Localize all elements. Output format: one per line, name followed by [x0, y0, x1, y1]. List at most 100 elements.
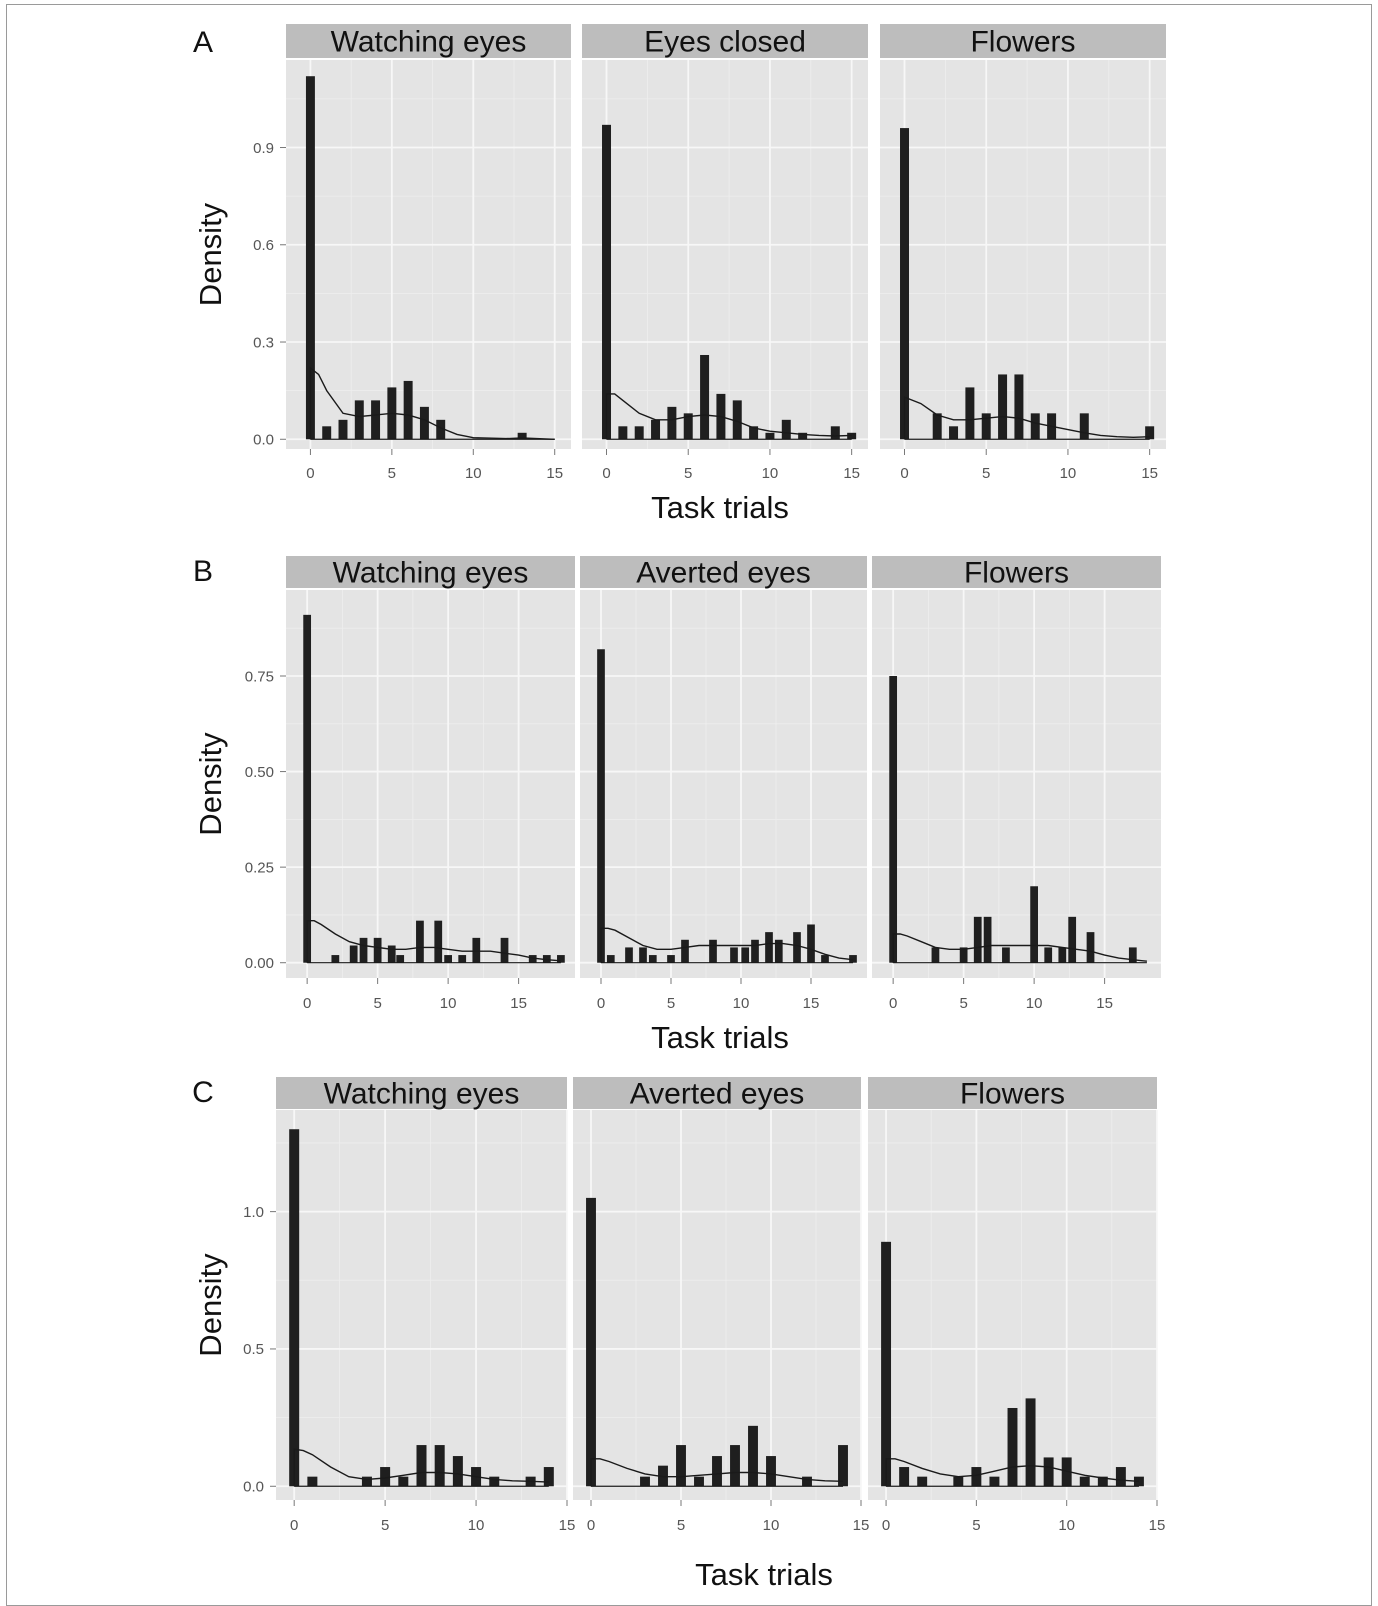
- x-tick-label: 10: [733, 995, 750, 1012]
- histogram-bar: [838, 1445, 848, 1487]
- histogram-bar: [289, 1129, 300, 1487]
- panel-background: [573, 1110, 861, 1500]
- panel-background: [872, 590, 1161, 978]
- histogram-bar: [730, 1445, 740, 1487]
- histogram-bar: [748, 1425, 758, 1487]
- histogram-bar: [349, 945, 358, 963]
- histogram-bar: [749, 426, 759, 440]
- y-axis-title: Density: [193, 202, 228, 306]
- histogram-bar: [932, 413, 942, 440]
- histogram-bar: [380, 1467, 391, 1487]
- histogram-bar: [709, 939, 717, 963]
- row-label: C: [192, 1076, 214, 1109]
- histogram-bar: [434, 1445, 445, 1487]
- x-tick-label: 10: [468, 1517, 485, 1534]
- y-tick-label: 0.3: [253, 334, 274, 351]
- facet-strip-label: Eyes closed: [644, 26, 806, 59]
- histogram-bar: [331, 955, 340, 963]
- density-curve: [903, 396, 1150, 440]
- density-curve: [590, 1458, 844, 1487]
- histogram-bar: [774, 939, 783, 963]
- histogram-bar: [667, 406, 677, 440]
- histogram-bar: [361, 1476, 372, 1487]
- histogram-bar: [965, 387, 975, 440]
- histogram-bar: [683, 413, 693, 440]
- histogram-bar: [625, 947, 633, 963]
- histogram-bar: [597, 649, 605, 963]
- histogram-bar: [973, 916, 982, 963]
- x-tick-label: 0: [587, 1517, 595, 1534]
- histogram-bar: [528, 955, 537, 963]
- x-tick-label: 10: [1060, 465, 1077, 482]
- histogram-bar: [305, 76, 315, 440]
- x-tick-label: 15: [546, 465, 563, 482]
- x-tick-label: 10: [1026, 995, 1043, 1012]
- histogram-bar: [639, 947, 647, 963]
- y-tick-label: 0.0: [253, 432, 274, 449]
- facet-strip: [880, 24, 1166, 58]
- histogram-bar: [1030, 886, 1038, 963]
- x-tick-label: 0: [303, 995, 311, 1012]
- histogram-bar: [981, 413, 991, 440]
- histogram-bar: [931, 947, 940, 963]
- x-tick-label: 5: [381, 1517, 389, 1534]
- facet-eyes-closed: Eyes closed 0 5 10 15: [582, 24, 868, 482]
- density-curve: [600, 927, 854, 963]
- histogram-bar: [741, 947, 750, 963]
- x-tick-label: 5: [972, 1517, 980, 1534]
- histogram-bar: [765, 432, 775, 440]
- histogram-bar: [681, 939, 689, 963]
- facet-strip-label: Watching eyes: [333, 557, 529, 590]
- histogram-bar: [398, 1476, 409, 1487]
- histogram-bar: [416, 920, 424, 963]
- facet-strip-label: Flowers: [970, 26, 1075, 59]
- facet-strip-label: Flowers: [964, 557, 1069, 590]
- histogram-bar: [1128, 947, 1137, 963]
- panel-background: [286, 590, 575, 978]
- y-tick-label: 0.25: [245, 859, 274, 876]
- histogram-bar: [667, 955, 675, 963]
- panel-background: [580, 590, 867, 978]
- x-tick-label: 5: [959, 995, 967, 1012]
- x-tick-label: 15: [1149, 1517, 1166, 1534]
- facet-watching-eyes: Watching eyes 0 5 10 15: [286, 556, 575, 1012]
- density-curve: [306, 920, 561, 963]
- histogram-bar: [396, 955, 405, 963]
- histogram-bar: [1025, 1398, 1036, 1487]
- histogram-bar: [881, 1241, 892, 1487]
- histogram-bar: [821, 955, 829, 963]
- histogram-bar: [959, 947, 968, 963]
- histogram-bar: [1079, 1476, 1090, 1487]
- x-tick-label: 5: [388, 465, 396, 482]
- histogram-bar: [989, 1476, 1000, 1487]
- histogram-bar: [371, 400, 381, 440]
- histogram-bar: [793, 932, 801, 963]
- facet-strip: [580, 556, 867, 588]
- histogram-bar: [517, 432, 527, 440]
- histogram-bar: [586, 1197, 596, 1487]
- histogram-bar: [1014, 374, 1024, 440]
- x-tick-label: 15: [853, 1517, 870, 1534]
- histogram-bar: [953, 1476, 964, 1487]
- histogram-bar: [387, 945, 396, 963]
- histogram-bar: [452, 1456, 463, 1487]
- histogram-bar: [434, 920, 443, 963]
- histogram-bar: [1058, 947, 1067, 963]
- x-tick-label: 5: [982, 465, 990, 482]
- histogram-bar: [732, 400, 742, 440]
- histogram-bar: [1133, 1476, 1144, 1487]
- histogram-bar: [802, 1476, 812, 1487]
- histogram-bar: [807, 924, 815, 963]
- histogram-bar: [403, 380, 413, 440]
- facet-watching-eyes: Watching eyes 0 5 10 15: [286, 24, 571, 482]
- facet-strip: [582, 24, 868, 58]
- x-tick-label: 0: [306, 465, 314, 482]
- chart-row-B: B Density 0.00 0.25 0.50 0.75 Task trials Watch…: [193, 555, 1161, 1055]
- facet-flowers: Flowers 0 5 10 15: [880, 24, 1166, 482]
- histogram-bar: [899, 1467, 910, 1487]
- facet-strip: [872, 556, 1161, 588]
- facet-strip: [286, 556, 575, 588]
- histogram-bar: [416, 1445, 427, 1487]
- histogram-bar: [766, 1456, 776, 1487]
